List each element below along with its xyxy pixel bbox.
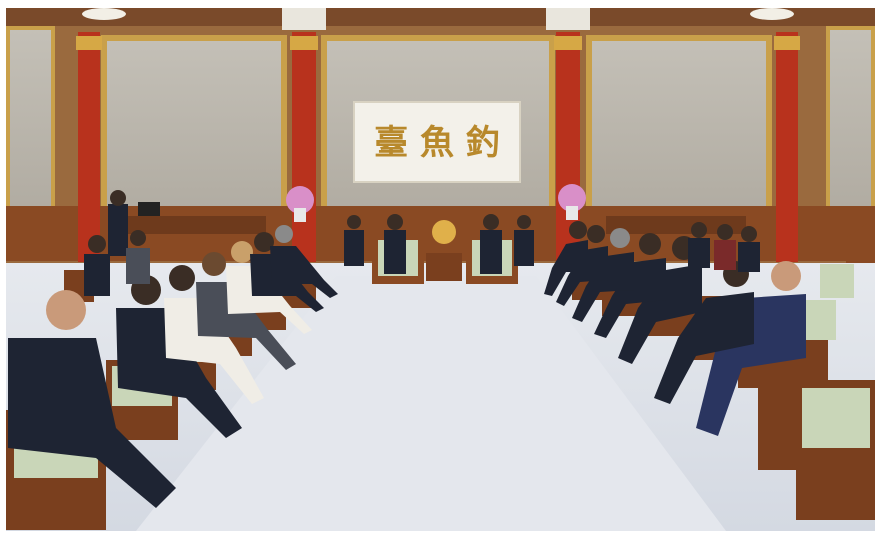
- head: [169, 265, 195, 291]
- pillar: [292, 32, 316, 262]
- chair-cushion: [802, 388, 870, 448]
- right-attendees: [544, 221, 806, 436]
- photo-svg: 臺 魚 釣: [6, 8, 875, 531]
- pillar-capital: [76, 36, 102, 50]
- head: [639, 233, 661, 255]
- center-flowers: [432, 220, 456, 244]
- attendee: [594, 258, 666, 338]
- plaque-inscription: 臺 魚 釣: [374, 123, 500, 163]
- attendee: [696, 294, 806, 436]
- head: [275, 225, 293, 243]
- pillar-capital: [774, 36, 800, 50]
- attendee: [556, 246, 608, 306]
- wall-panel-left: [101, 35, 287, 213]
- carpet-aisle: [136, 276, 726, 531]
- head: [771, 261, 801, 291]
- camera-operator: [108, 204, 128, 256]
- head: [569, 221, 587, 239]
- video-camera: [138, 202, 160, 216]
- attendee: [126, 248, 150, 284]
- staircase: [846, 218, 875, 263]
- attendee: [618, 264, 702, 364]
- head: [387, 214, 403, 230]
- flower-arrangement: [286, 186, 314, 214]
- head: [587, 225, 605, 243]
- aide-standing: [344, 230, 364, 266]
- calligraphy-plaque: [353, 101, 521, 183]
- wainscot-carving-right: [606, 216, 746, 234]
- attendee: [196, 282, 296, 370]
- pillar: [78, 32, 100, 262]
- attendee: [572, 252, 634, 322]
- attendee: [654, 292, 754, 404]
- left-wall-panel: [6, 26, 55, 210]
- ceiling-lamp: [750, 8, 794, 20]
- ceiling-lamp: [82, 8, 126, 20]
- flower-vase: [294, 208, 306, 222]
- attendee: [116, 308, 242, 438]
- attendee: [714, 240, 736, 270]
- attendee: [84, 254, 110, 296]
- right-wall-panel: [826, 26, 875, 210]
- head: [517, 215, 531, 229]
- head: [88, 235, 106, 253]
- wall-panel-right: [586, 35, 772, 213]
- flower-vase: [566, 206, 578, 220]
- head: [254, 232, 274, 252]
- armchair: [820, 264, 854, 298]
- flower-arrangement: [558, 184, 586, 212]
- head: [130, 230, 146, 246]
- head: [483, 214, 499, 230]
- head: [46, 290, 86, 330]
- camera-operator-head: [110, 190, 126, 206]
- head: [691, 222, 707, 238]
- attendee: [226, 266, 312, 334]
- ceiling-vent: [282, 8, 326, 30]
- head: [347, 215, 361, 229]
- head: [717, 224, 733, 240]
- pillar: [776, 32, 798, 262]
- attendee: [544, 240, 588, 296]
- attendee: [270, 246, 338, 298]
- attendee: [164, 298, 264, 404]
- meeting-hall-photo: 臺 魚 釣: [6, 8, 875, 531]
- ceiling-vent: [546, 8, 590, 30]
- principal-left: [384, 230, 406, 274]
- principal-right: [480, 230, 502, 274]
- head: [231, 241, 253, 263]
- aide-standing: [514, 230, 534, 266]
- left-attendees: [8, 225, 338, 508]
- pillar-capital: [554, 36, 582, 50]
- head: [610, 228, 630, 248]
- attendee: [8, 338, 176, 508]
- head: [741, 226, 757, 242]
- attendee: [688, 238, 710, 268]
- head: [202, 252, 226, 276]
- wainscot-carving-left: [126, 216, 266, 234]
- center-side-table: [426, 253, 462, 281]
- pillar-capital: [290, 36, 318, 50]
- attendee: [738, 242, 760, 272]
